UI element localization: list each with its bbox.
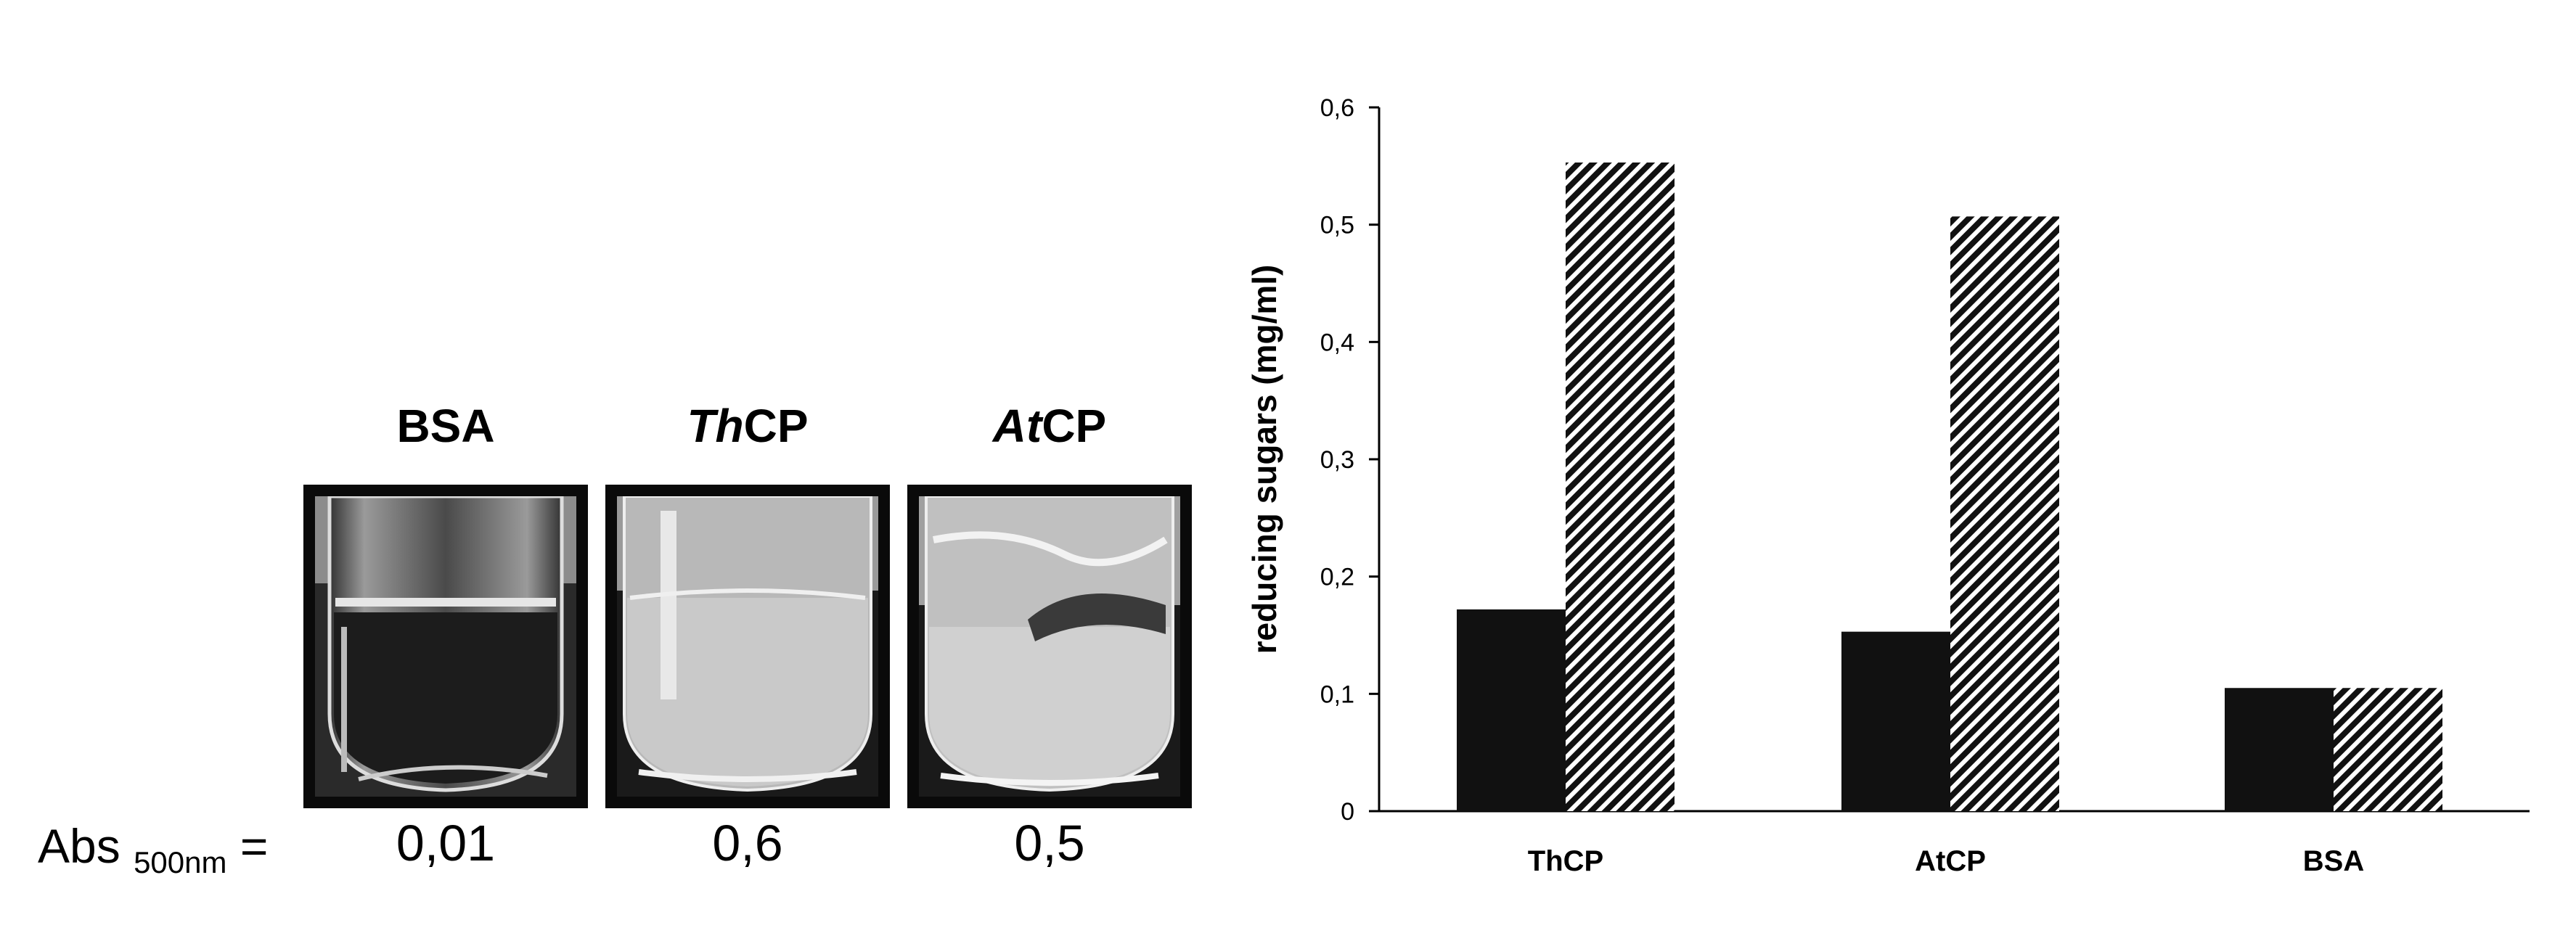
bar-bsa-solid [2225, 688, 2334, 811]
tube-photo-atcp [907, 485, 1192, 808]
tube-label-thcp-plain: CP [743, 400, 809, 452]
y-tick-label: 0 [1341, 798, 1354, 826]
abs-label-sub: 500nm [134, 845, 227, 879]
abs-value-bsa: 0,01 [396, 815, 496, 871]
x-tick-label: ThCP [1528, 845, 1603, 877]
y-tick-label: 0,6 [1320, 94, 1354, 122]
y-tick-label: 0,1 [1320, 681, 1354, 708]
tube-label-atcp-italic: At [992, 400, 1042, 452]
bar-thcp-solid [1457, 609, 1566, 811]
tube-label-atcp: AtCP [904, 399, 1195, 453]
y-axis-title: reducing sugars (mg/ml) [1246, 265, 1283, 654]
tube-label-atcp-plain: CP [1042, 400, 1107, 452]
abs-label-main: Abs [38, 819, 120, 873]
tube-label-thcp: ThCP [602, 399, 893, 453]
tube-label-thcp-italic: Th [687, 400, 744, 452]
bar-atcp-solid [1841, 631, 1950, 811]
y-tick-label: 0,2 [1320, 564, 1354, 591]
y-tick-label: 0,5 [1320, 212, 1354, 239]
x-tick-label: AtCP [1915, 845, 1986, 877]
bar-atcp-hatched [1950, 216, 2059, 812]
abs-label: Abs 500nm = [38, 818, 268, 880]
tube-label-bsa: BSA [300, 399, 591, 453]
abs-label-eq: = [240, 819, 269, 873]
y-tick-label: 0,3 [1320, 446, 1354, 474]
abs-value-thcp: 0,6 [712, 815, 783, 871]
tube-label-bsa-plain: BSA [396, 400, 495, 452]
bar-chart: 0 0,1 0,2 0,3 0,4 0,5 0,6 reducing sugars (mg/m… [1246, 94, 2530, 877]
tube-photo-thcp [605, 485, 890, 808]
bar-thcp-hatched [1566, 162, 1675, 811]
y-tick-label: 0,4 [1320, 329, 1354, 356]
bar-bsa-hatched [2334, 688, 2442, 811]
x-tick-label: BSA [2303, 845, 2364, 877]
tube-photo-bsa [303, 485, 588, 808]
abs-value-atcp: 0,5 [1014, 815, 1085, 871]
